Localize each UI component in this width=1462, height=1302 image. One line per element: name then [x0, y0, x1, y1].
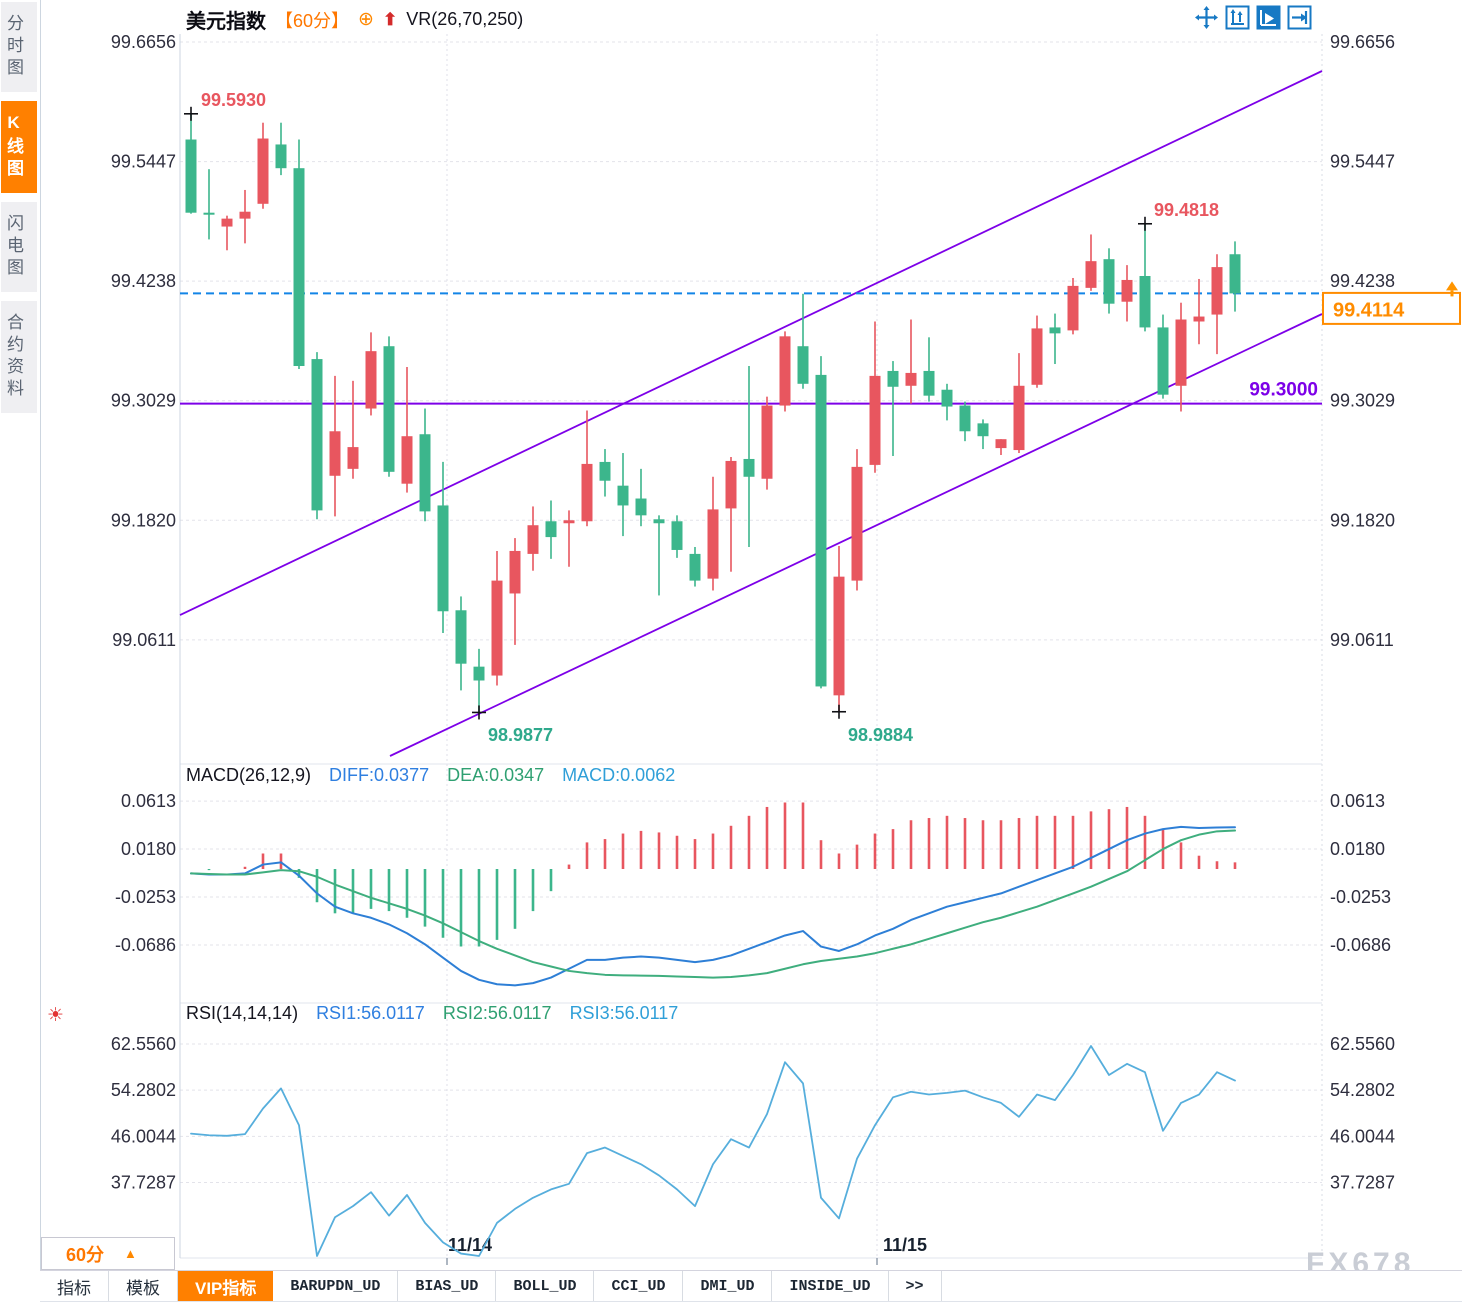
tab-templates[interactable]: 模板	[109, 1271, 178, 1301]
rsi2-value: RSI2:56.0117	[442, 1003, 552, 1023]
svg-text:99.4238: 99.4238	[1330, 271, 1395, 291]
auto-scale-active-icon[interactable]	[1255, 4, 1282, 31]
chart-type-sidebar: 分时图 K线图 闪电图 合约资料	[0, 0, 41, 1300]
sidebar-item-contract-info[interactable]: 合约资料	[1, 301, 37, 413]
symbol-name: 美元指数	[186, 11, 266, 33]
period-selector[interactable]: 60分 ▲	[41, 1237, 175, 1270]
svg-text:99.3029: 99.3029	[111, 391, 176, 411]
svg-text:99.3029: 99.3029	[1330, 391, 1395, 411]
svg-text:98.9884: 98.9884	[848, 725, 913, 745]
svg-text:-0.0253: -0.0253	[115, 887, 176, 907]
tab-more[interactable]: >>	[889, 1271, 942, 1301]
jump-to-latest-icon[interactable]	[1286, 4, 1313, 31]
svg-text:0.0613: 0.0613	[1330, 791, 1385, 811]
period-dropdown-arrow-icon: ▲	[124, 1246, 137, 1261]
svg-text:98.9877: 98.9877	[488, 725, 553, 745]
macd-name: MACD(26,12,9)	[186, 765, 312, 785]
svg-text:99.1820: 99.1820	[1330, 510, 1395, 530]
svg-text:54.2802: 54.2802	[1330, 1080, 1395, 1100]
svg-text:99.5930: 99.5930	[201, 90, 266, 110]
rsi1-value: RSI1:56.0117	[316, 1003, 425, 1023]
macd-indicator-header[interactable]: MACD(26,12,9) DIFF:0.0377 DEA:0.0347 MAC…	[186, 765, 675, 786]
svg-text:62.5560: 62.5560	[1330, 1034, 1395, 1054]
chart-title-bar: 美元指数 【60分】 ⊕ ⬆ VR(26,70,250)	[186, 5, 523, 34]
period-selector-label: 60分	[66, 1244, 105, 1265]
svg-text:99.0611: 99.0611	[112, 630, 176, 650]
period-badge[interactable]: 【60分】	[275, 10, 350, 31]
chart-toolbar	[1193, 4, 1313, 31]
tab-bias-ud[interactable]: BIAS_UD	[398, 1271, 497, 1301]
svg-text:46.0044: 46.0044	[111, 1126, 176, 1146]
svg-text:99.4238: 99.4238	[111, 271, 176, 291]
tab-indicators[interactable]: 指标	[40, 1271, 109, 1301]
red-up-arrow-icon: ⬆	[382, 9, 398, 29]
svg-text:-0.0686: -0.0686	[1330, 935, 1391, 955]
indicator-tab-bar: 指标 模板 VIP指标 BARUPDN_UD BIAS_UD BOLL_UD C…	[40, 1270, 1462, 1302]
overlay-indicator-label[interactable]: VR(26,70,250)	[406, 9, 524, 29]
macd-bar-value: MACD:0.0062	[562, 765, 676, 785]
svg-text:99.4818: 99.4818	[1154, 200, 1219, 220]
svg-text:-0.0686: -0.0686	[115, 935, 176, 955]
macd-dea-value: DEA:0.0347	[447, 765, 545, 785]
sidebar-item-timeline-chart[interactable]: 分时图	[1, 2, 37, 92]
candles-layer	[185, 113, 1241, 713]
svg-text:99.4114: 99.4114	[1333, 299, 1405, 321]
rsi-indicator-header[interactable]: RSI(14,14,14) RSI1:56.0117 RSI2:56.0117 …	[186, 1003, 678, 1024]
tab-barupdn-ud[interactable]: BARUPDN_UD	[273, 1271, 399, 1301]
tab-vip-indicators[interactable]: VIP指标	[178, 1271, 274, 1301]
svg-text:99.5447: 99.5447	[1330, 152, 1395, 172]
svg-text:0.0180: 0.0180	[1330, 839, 1385, 859]
svg-text:99.1820: 99.1820	[111, 510, 176, 530]
macd-diff-value: DIFF:0.0377	[329, 765, 430, 785]
svg-text:99.5447: 99.5447	[111, 152, 176, 172]
tab-cci-ud[interactable]: CCI_UD	[594, 1271, 684, 1301]
sidebar-item-lightning-chart[interactable]: 闪电图	[1, 202, 37, 292]
svg-text:46.0044: 46.0044	[1330, 1126, 1395, 1146]
svg-text:37.7287: 37.7287	[1330, 1173, 1395, 1193]
tab-inside-ud[interactable]: INSIDE_UD	[772, 1271, 889, 1301]
svg-text:11/14: 11/14	[448, 1235, 492, 1255]
sun-alert-icon[interactable]: ☀	[47, 1004, 65, 1026]
svg-text:99.6656: 99.6656	[1330, 32, 1395, 52]
svg-text:99.3000: 99.3000	[1249, 380, 1318, 401]
rsi3-value: RSI3:56.0117	[569, 1003, 679, 1023]
tab-dmi-ud[interactable]: DMI_UD	[683, 1271, 773, 1301]
svg-text:54.2802: 54.2802	[111, 1080, 176, 1100]
circle-plus-icon[interactable]: ⊕	[358, 9, 374, 30]
svg-text:-0.0253: -0.0253	[1330, 887, 1391, 907]
svg-text:37.7287: 37.7287	[111, 1173, 176, 1193]
svg-text:11/15: 11/15	[883, 1235, 927, 1255]
crosshair-move-icon[interactable]	[1193, 4, 1220, 31]
tab-boll-ud[interactable]: BOLL_UD	[496, 1271, 595, 1301]
svg-text:0.0180: 0.0180	[121, 839, 176, 859]
svg-text:99.6656: 99.6656	[111, 32, 176, 52]
rsi-name: RSI(14,14,14)	[186, 1003, 299, 1023]
sidebar-item-candlestick-chart[interactable]: K线图	[1, 101, 37, 193]
svg-text:62.5560: 62.5560	[111, 1034, 176, 1054]
y-axis-fit-icon[interactable]	[1224, 4, 1251, 31]
svg-text:99.0611: 99.0611	[1330, 630, 1394, 650]
svg-text:0.0613: 0.0613	[121, 791, 176, 811]
